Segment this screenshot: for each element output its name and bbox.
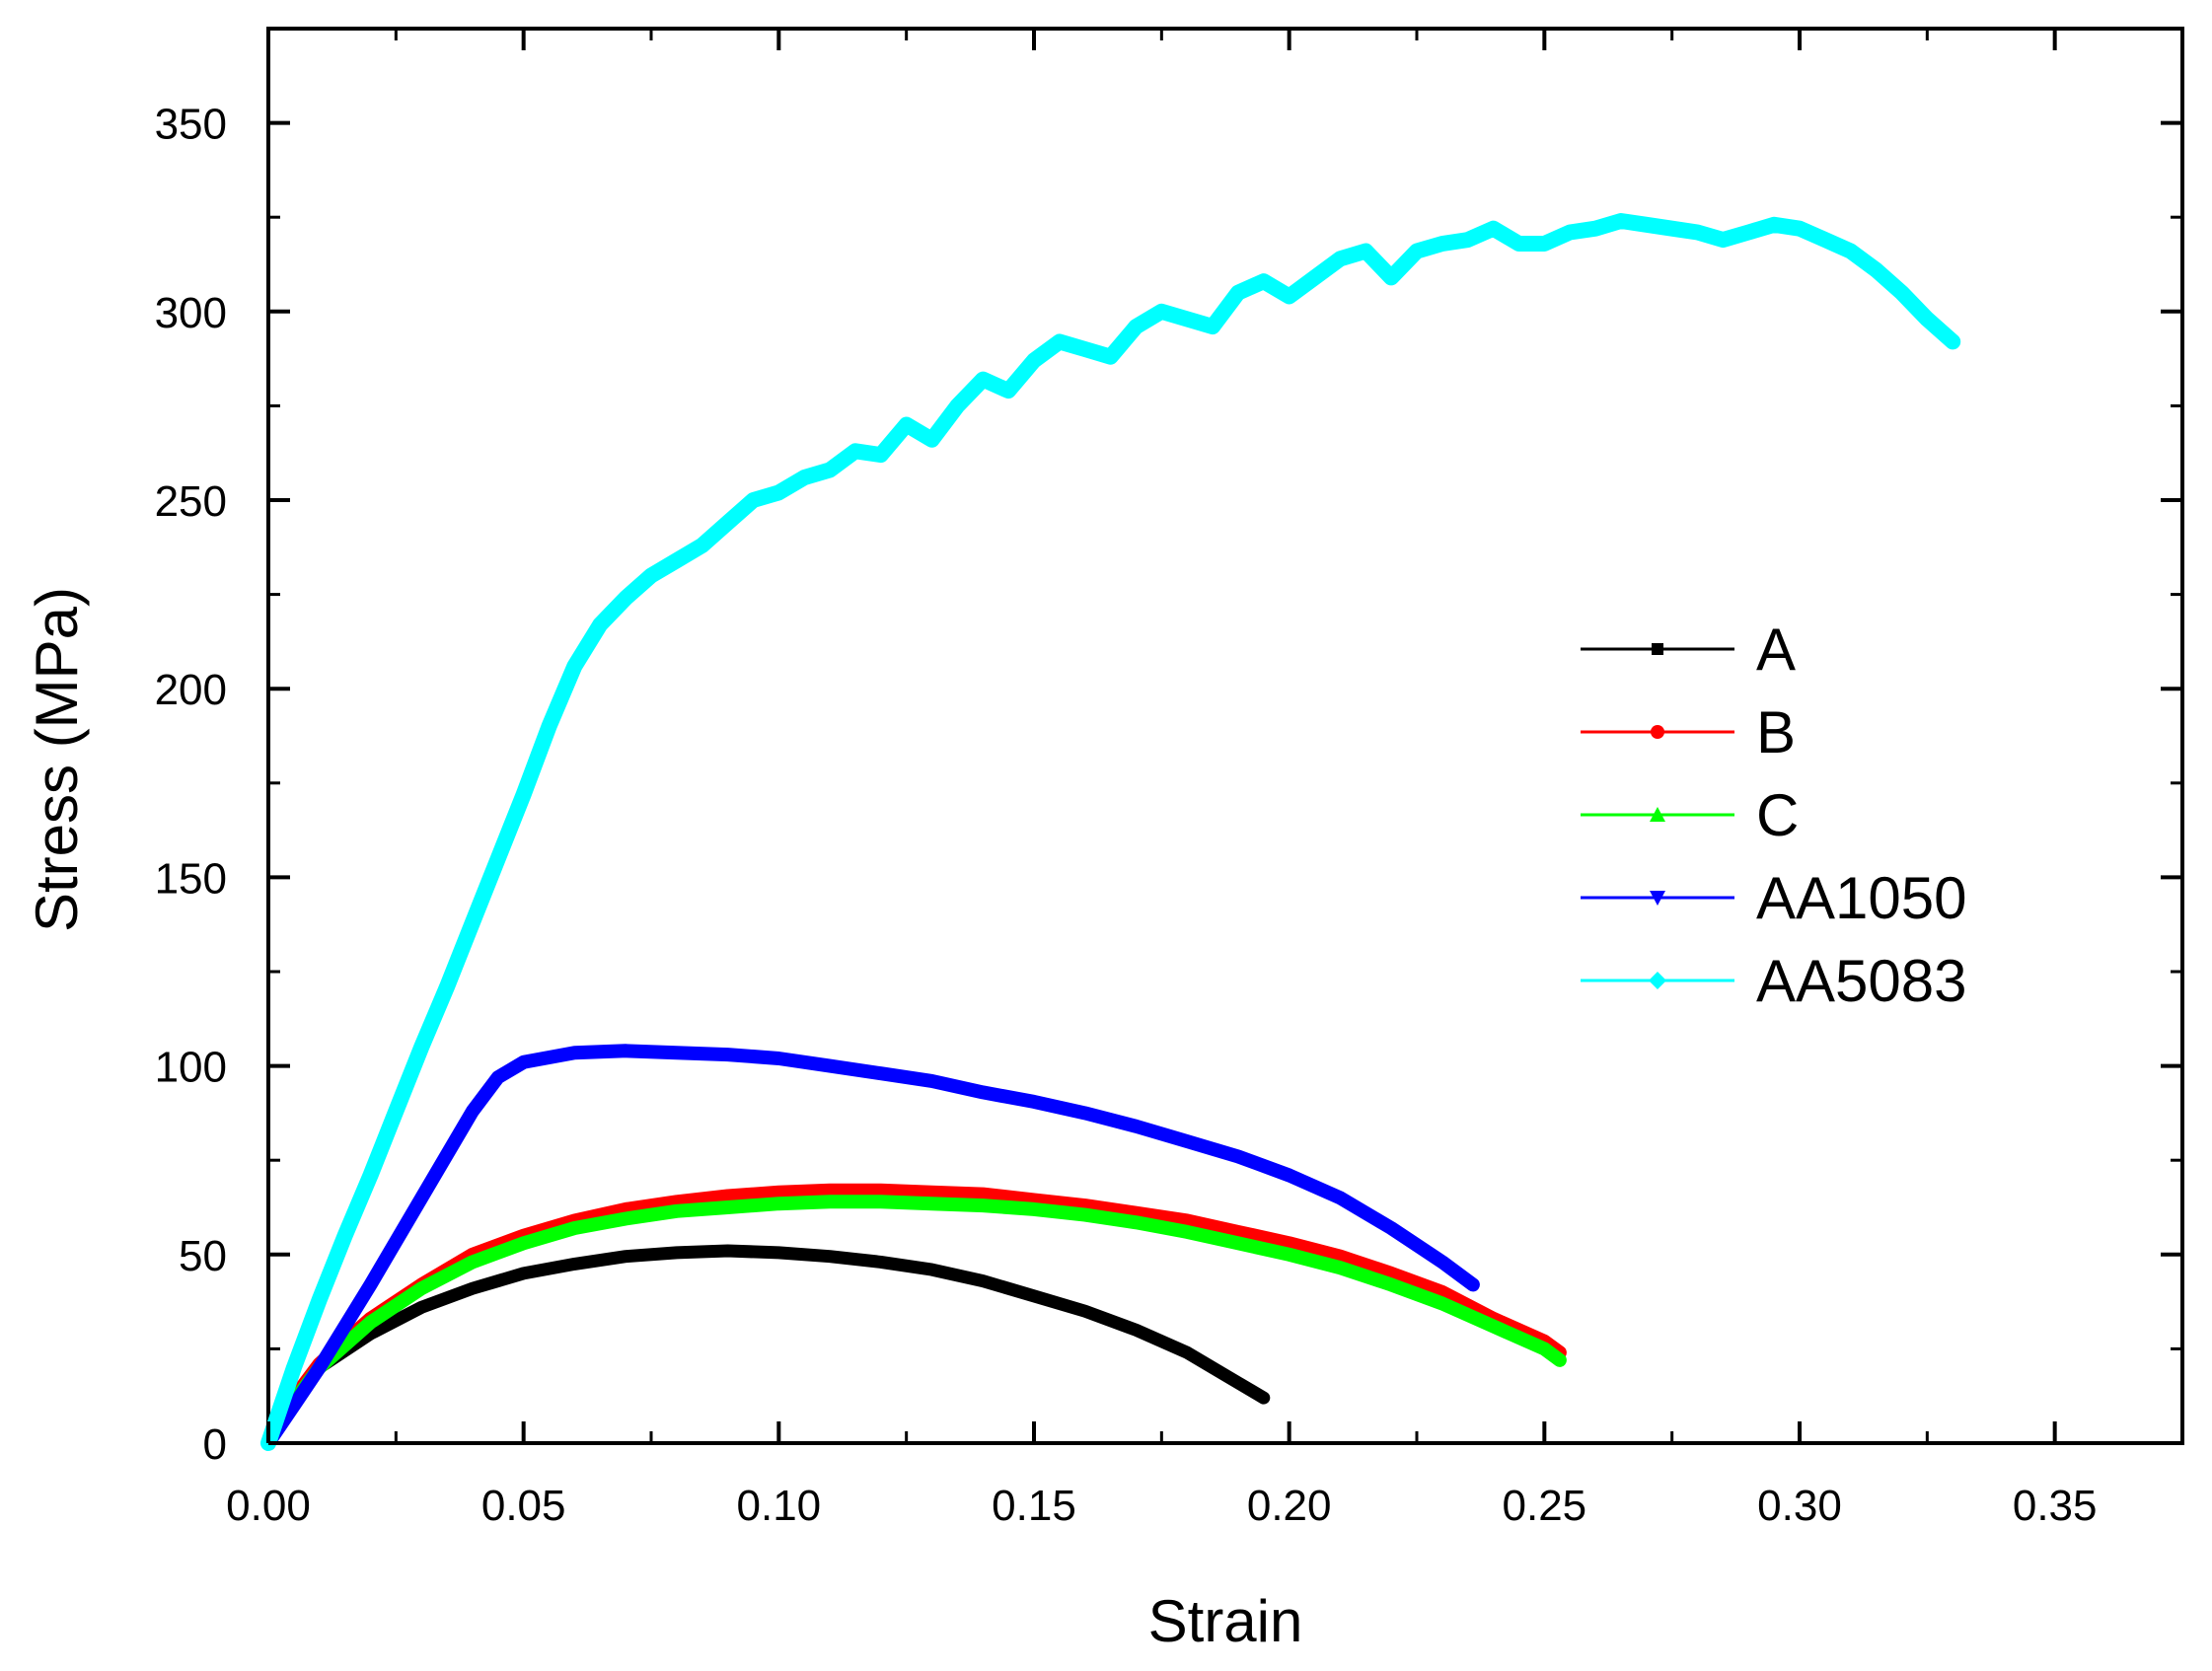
series-line-b <box>261 1183 1567 1450</box>
series-layer <box>260 213 1961 1451</box>
x-tick-label: 0.30 <box>1757 1482 1842 1530</box>
legend-label-aa5083: AA5083 <box>1756 948 1967 1014</box>
y-tick-label: 350 <box>155 101 227 149</box>
x-tick-label: 0.10 <box>737 1482 822 1530</box>
x-tick-label: 0.35 <box>2013 1482 2098 1530</box>
series-line-aa1050 <box>261 1044 1480 1450</box>
legend-label-b: B <box>1756 699 1796 765</box>
y-tick-label: 250 <box>155 477 227 526</box>
series-line-a <box>261 1244 1271 1450</box>
legend-marker-aa1050 <box>1650 891 1665 906</box>
series-line-c <box>261 1195 1567 1450</box>
x-tick-label: 0.05 <box>481 1482 566 1530</box>
y-tick-label: 200 <box>155 666 227 714</box>
y-tick-label: 0 <box>203 1420 227 1469</box>
legend: ABC AA1050 AA5083 <box>1581 617 1967 1014</box>
x-axis-title: Strain <box>1148 1588 1303 1654</box>
x-tick-label: 0.15 <box>992 1482 1076 1530</box>
series-line-aa5083 <box>260 213 1961 1451</box>
legend-marker-aa5083 <box>1649 972 1666 989</box>
legend-label-aa1050: AA1050 <box>1756 865 1967 931</box>
legend-marker-c <box>1650 807 1665 822</box>
plot-frame <box>266 27 2184 1445</box>
y-tick-label: 150 <box>155 854 227 903</box>
x-tick-label: 0.25 <box>1503 1482 1587 1530</box>
tick-layer: 0.00 0.05 0.10 0.15 0.20 0.25 0.30 0.35 0 50 100 15… <box>155 29 2182 1530</box>
y-tick-label: 300 <box>155 289 227 337</box>
x-tick-label: 0.20 <box>1247 1482 1332 1530</box>
y-tick-label: 100 <box>155 1044 227 1092</box>
legend-marker-b <box>1651 725 1664 739</box>
x-tick-label: 0.00 <box>226 1482 311 1530</box>
legend-marker-a <box>1652 643 1663 655</box>
y-axis-title: Stress (MPa) <box>24 587 90 932</box>
legend-label-c: C <box>1756 782 1799 848</box>
legend-label-a: A <box>1756 617 1796 683</box>
y-tick-label: 50 <box>179 1232 227 1280</box>
